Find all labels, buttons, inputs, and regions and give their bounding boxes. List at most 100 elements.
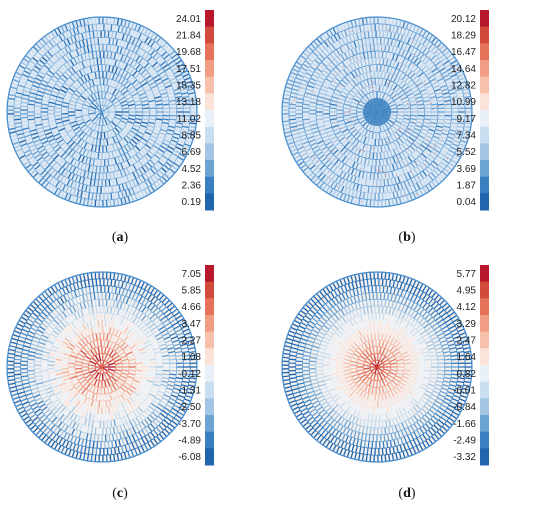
disc-element	[161, 125, 169, 129]
disc-element	[370, 165, 373, 173]
disc-element	[285, 389, 293, 393]
disc-element	[413, 312, 419, 319]
disc-element	[117, 404, 122, 411]
disc-element	[376, 373, 379, 381]
disc-element	[109, 172, 112, 180]
disc-element	[295, 61, 303, 67]
disc-element	[386, 65, 390, 73]
disc-element	[316, 103, 324, 106]
disc-speckle	[412, 41, 414, 43]
disc-element	[116, 18, 120, 26]
disc-element	[65, 31, 70, 38]
disc-element	[122, 383, 129, 390]
disc-element	[337, 56, 343, 63]
disc-speckle	[407, 131, 409, 133]
disc-element	[417, 146, 424, 153]
disc-element	[339, 425, 344, 432]
disc-element	[450, 414, 458, 420]
disc-element	[173, 70, 181, 75]
disc-element	[150, 339, 158, 345]
disc-element	[429, 350, 437, 354]
disc-element	[307, 427, 314, 433]
disc-element	[446, 152, 454, 158]
disc-element	[399, 189, 403, 197]
disc-speckle	[381, 48, 383, 51]
disc-element	[406, 382, 414, 387]
disc-element	[90, 427, 94, 435]
disc-element	[87, 279, 91, 287]
disc-element	[74, 175, 79, 182]
disc-element	[155, 163, 162, 170]
disc-element	[304, 92, 312, 96]
disc-element	[177, 318, 185, 323]
disc-element	[112, 335, 117, 343]
disc-element	[95, 138, 98, 146]
disc-element	[45, 298, 51, 305]
disc-element	[386, 376, 392, 382]
disc-element	[41, 67, 48, 73]
disc-element	[296, 352, 304, 356]
disc-element	[85, 433, 89, 441]
disc-element	[433, 325, 440, 331]
disc-element	[369, 172, 372, 180]
disc-element	[118, 377, 125, 383]
disc-element	[21, 356, 28, 359]
disc-element	[39, 325, 46, 331]
disc-element	[419, 88, 427, 93]
disc-element	[68, 103, 76, 107]
disc-element	[114, 440, 118, 448]
disc-element	[425, 440, 431, 447]
disc-element	[379, 380, 382, 388]
disc-element	[316, 376, 324, 380]
disc-element	[73, 414, 78, 422]
disc-element	[37, 345, 45, 349]
disc-element	[444, 397, 452, 402]
disc-element	[59, 343, 67, 349]
disc-element	[115, 369, 123, 372]
disc-element	[118, 96, 125, 102]
disc-element	[90, 172, 94, 180]
disc-element	[321, 134, 329, 140]
colorbar-swatch	[205, 26, 214, 44]
disc-element	[126, 398, 132, 405]
disc-element	[46, 339, 54, 345]
disc-element	[176, 358, 184, 361]
disc-element	[137, 447, 142, 454]
disc-element	[180, 132, 188, 136]
disc-element	[44, 182, 50, 189]
disc-element	[125, 430, 130, 437]
disc-element	[312, 74, 319, 79]
disc-element	[122, 176, 126, 184]
disc-element	[154, 319, 161, 325]
disc-speckle	[434, 143, 436, 145]
disc-element	[356, 61, 361, 69]
disc-element	[130, 89, 137, 94]
disc-element	[358, 142, 363, 149]
disc-element	[346, 43, 350, 51]
disc-element	[444, 142, 452, 147]
disc-element	[63, 377, 71, 382]
disc-speckle	[410, 146, 412, 148]
disc-element	[155, 118, 163, 121]
disc-element	[341, 293, 346, 300]
disc-element	[304, 347, 312, 351]
disc-element	[114, 103, 122, 108]
disc-element	[330, 390, 337, 396]
disc-element	[161, 176, 168, 182]
disc-element	[432, 160, 439, 167]
disc-element	[20, 61, 28, 67]
disc-element	[326, 129, 334, 134]
disc-element	[437, 63, 444, 69]
disc-element	[114, 314, 118, 322]
disc-element	[303, 376, 311, 380]
disc-element	[425, 295, 431, 303]
disc-element	[106, 386, 110, 394]
disc-element	[67, 300, 72, 307]
disc-element	[418, 340, 425, 345]
disc-element	[40, 82, 47, 88]
disc-element	[311, 411, 318, 417]
disc-element	[143, 85, 150, 90]
disc-element	[316, 179, 322, 186]
disc-element	[115, 337, 120, 344]
disc-element	[144, 172, 150, 180]
